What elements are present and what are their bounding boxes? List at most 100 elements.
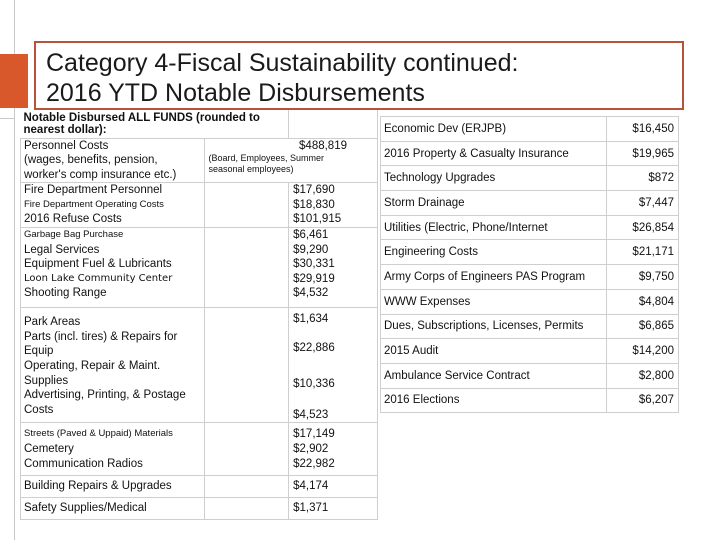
row-label: Costs (24, 403, 54, 416)
row-label: 2016 Elections (379, 387, 608, 414)
row-label: Technology Upgrades (379, 165, 608, 192)
row-label: Garbage Bag Purchase (24, 229, 124, 241)
table-row: 2015 Audit $14,200 (379, 338, 679, 364)
row-label: Fire Department Operating Costs (24, 198, 164, 210)
row-value: $17,149 (293, 428, 335, 441)
row-value: $26,854 (606, 214, 679, 241)
table-row: Safety Supplies/Medical $1,371 (19, 497, 378, 521)
decorative-line (14, 0, 15, 540)
table-cell (288, 110, 378, 139)
row-value: $6,207 (606, 387, 679, 414)
row-label: Loon Lake Community Center (24, 272, 173, 284)
row-label: Supplies (24, 374, 69, 387)
row-value: $18,830 (293, 198, 335, 211)
row-label: Streets (Paved & Uppaid) Materials (24, 428, 173, 440)
row-value: $10,336 (293, 378, 335, 391)
group3-labels: Park Areas Parts (incl. tires) & Repairs… (19, 307, 206, 424)
left-disbursement-table: Notable Disbursed ALL FUNDS (rounded to … (19, 110, 378, 521)
row-value: $16,450 (606, 116, 679, 142)
title-box (34, 41, 684, 110)
row-label: Fire Department Personnel (24, 184, 163, 197)
table-row: Economic Dev (ERJPB) $16,450 (379, 116, 679, 142)
group4-labels: Streets (Paved & Uppaid) Materials Cemet… (19, 422, 206, 477)
row-value: $22,982 (293, 457, 335, 470)
personnel-value: $488,819 (299, 139, 347, 152)
row-value: $101,915 (293, 213, 342, 226)
row-value: $19,965 (606, 140, 679, 167)
table-row: Dues, Subscriptions, Licenses, Permits $6… (379, 313, 679, 340)
row-label: Dues, Subscriptions, Licenses, Permits (379, 313, 608, 340)
table-header: Notable Disbursed ALL FUNDS (rounded to … (20, 110, 290, 139)
title-line-2: 2016 YTD Notable Disbursements (46, 79, 425, 107)
row-label: 2016 Refuse Costs (24, 213, 122, 226)
group2-labels: Garbage Bag Purchase Legal Services Equi… (19, 227, 206, 309)
title-line-1: Category 4-Fiscal Sustainability continu… (46, 49, 519, 77)
table-cell (204, 182, 290, 229)
personnel-label-line: worker's comp insurance etc.) (24, 168, 177, 181)
row-value: $7,447 (606, 190, 679, 216)
row-label: Communication Radios (24, 457, 143, 470)
row-label: Advertising, Printing, & Postage (24, 389, 186, 402)
row-label: Army Corps of Engineers PAS Program (379, 264, 608, 290)
row-value: $6,865 (606, 313, 679, 340)
row-label: Ambulance Service Contract (379, 362, 608, 389)
table-row: 2016 Property & Casualty Insurance $19,96… (379, 140, 679, 167)
table-row: Army Corps of Engineers PAS Program $9,75… (379, 264, 679, 290)
decorative-line (0, 118, 14, 119)
table-cell (204, 497, 290, 521)
row-value: $872 (606, 165, 679, 192)
row-value: $22,886 (293, 341, 335, 354)
table-row: Personnel Costs (wages, benefits, pensio… (19, 137, 378, 184)
personnel-label: Personnel Costs (wages, benefits, pensio… (19, 137, 206, 184)
safety-value: $1,371 (288, 497, 378, 521)
row-label: Utilities (Electric, Phone/Internet (379, 214, 608, 241)
row-value: $4,532 (293, 287, 329, 300)
safety-label: Safety Supplies/Medical (19, 497, 206, 521)
group1-values: $17,690 $18,830 $101,915 (288, 182, 378, 229)
row-value: $1,634 (293, 313, 329, 326)
row-label: Parts (incl. tires) & Repairs for (24, 330, 178, 343)
table-row: WWW Expenses $4,804 (379, 288, 679, 315)
table-row: 2016 Elections $6,207 (379, 387, 679, 414)
row-value: $29,919 (293, 272, 335, 285)
row-value: $2,902 (293, 443, 329, 455)
table-row: Garbage Bag Purchase Legal Services Equi… (19, 227, 378, 309)
accent-bar (0, 54, 28, 108)
row-label: Shooting Range (24, 287, 107, 300)
slide-title: Category 4-Fiscal Sustainability continu… (46, 48, 518, 108)
row-label: Storm Drainage (379, 190, 608, 216)
personnel-value-cell: $488,819 (Board, Employees, Summer seaso… (204, 137, 378, 184)
row-label: 2016 Property & Casualty Insurance (379, 140, 608, 167)
row-value: $14,200 (606, 338, 679, 364)
table-row: Ambulance Service Contract $2,800 (379, 362, 679, 389)
table-row: Building Repairs & Upgrades $4,174 (19, 475, 378, 499)
table-row: Park Areas Parts (incl. tires) & Repairs… (19, 307, 378, 424)
row-value: $17,690 (293, 184, 335, 197)
table-cell (204, 422, 290, 477)
table-row: Notable Disbursed ALL FUNDS (rounded to … (20, 110, 378, 139)
table-cell (204, 227, 290, 309)
row-value: $9,750 (606, 264, 679, 290)
row-label: Park Areas (24, 316, 81, 329)
row-label: Legal Services (24, 243, 100, 256)
personnel-note: (Board, Employees, Summer (208, 153, 325, 164)
row-label: Engineering Costs (379, 239, 608, 266)
row-value: $4,523 (293, 408, 329, 421)
table-row: Streets (Paved & Uppaid) Materials Cemet… (19, 422, 378, 477)
building-value: $4,174 (288, 475, 378, 499)
personnel-label-line: Personnel Costs (24, 139, 109, 152)
row-label: Cemetery (24, 443, 74, 455)
row-value: $30,331 (293, 258, 335, 271)
personnel-note: seasonal employees) (208, 164, 294, 175)
group2-values: $6,461 $9,290 $30,331 $29,919 $4,532 (288, 227, 378, 309)
table-cell (204, 475, 290, 499)
row-value: $2,800 (606, 362, 679, 389)
right-disbursement-table: Economic Dev (ERJPB) $16,450 2016 Property… (379, 116, 679, 414)
row-label: Operating, Repair & Maint. (24, 359, 161, 372)
table-row: Fire Department Personnel Fire Departmen… (19, 182, 378, 229)
row-label: Equip (24, 345, 54, 358)
row-label: 2015 Audit (379, 338, 608, 364)
row-value: $9,290 (293, 243, 329, 256)
row-label: Equipment Fuel & Lubricants (24, 258, 172, 271)
table-row: Engineering Costs $21,171 (379, 239, 679, 266)
